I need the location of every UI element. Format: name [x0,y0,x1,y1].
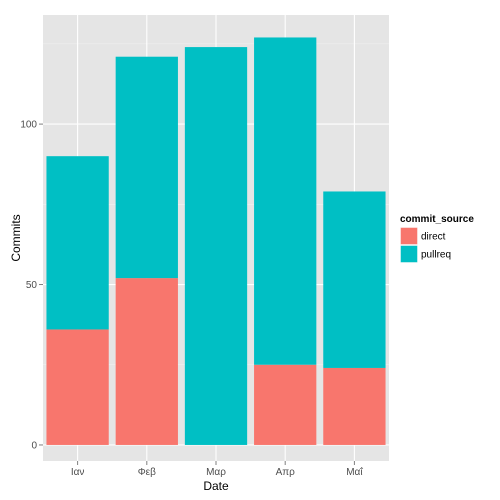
x-axis: Ιαν Φεβ Μαρ Απρ Μαΐ [71,461,363,478]
bar-direct-3 [254,364,317,445]
x-tick-label: Απρ [276,467,296,478]
legend: commit_source direct pullreq [400,214,474,263]
legend-swatch-pullreq [400,245,418,263]
bars [46,37,386,445]
y-tick-label: 50 [26,280,38,291]
legend-title: commit_source [400,214,474,225]
x-axis-title: Date [203,479,229,493]
bar-direct-4 [323,367,386,445]
legend-swatch-direct [400,227,418,245]
bar-pullreq-3 [254,37,317,365]
y-axis-title: Commits [9,214,23,261]
bar-pullreq-1 [115,56,178,279]
x-tick-label: Ιαν [71,467,85,478]
bar-pullreq-0 [46,156,109,330]
x-tick-label: Μαρ [206,467,226,478]
bar-pullreq-4 [323,191,386,368]
y-tick-label: 100 [20,120,37,131]
legend-label-pullreq: pullreq [421,250,451,261]
y-tick-label: 0 [31,440,37,451]
legend-label-direct: direct [421,232,446,243]
bar-pullreq-2 [184,47,248,445]
x-tick-label: Φεβ [138,467,156,478]
x-tick-label: Μαΐ [346,466,363,478]
y-axis: 0 50 100 [20,120,43,451]
bar-direct-0 [46,329,109,445]
bar-direct-1 [115,278,178,445]
